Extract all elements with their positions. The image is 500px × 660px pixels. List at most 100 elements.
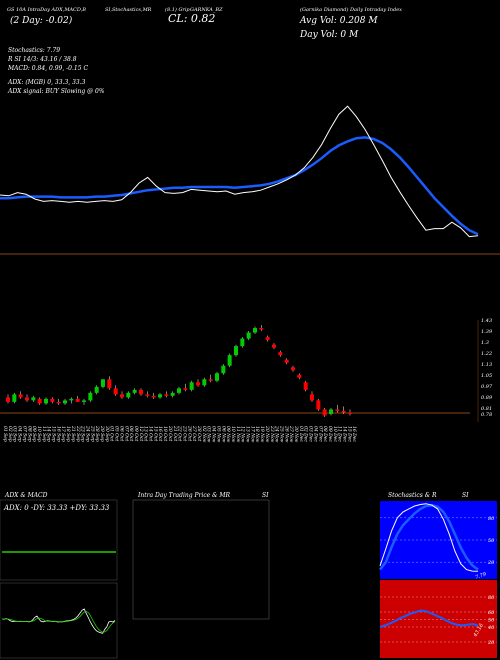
price-tick-label: 1.43 — [481, 318, 492, 324]
candle — [69, 397, 74, 404]
candle-body — [253, 328, 257, 333]
candle-body — [322, 409, 327, 416]
candle-body — [151, 395, 156, 398]
date-tick-label: 18 Nov — [254, 426, 260, 443]
stochastics-gridlines: 80 50 20 — [380, 516, 497, 566]
date-tick-label: 06 Oct — [118, 426, 124, 441]
price-axis-ticks: 1.43 1.39 1.3 1.22 1.13 1.05 0.97 0.89 0.810.78 — [481, 318, 493, 418]
candle-body — [196, 382, 200, 386]
date-tick-label: 30 Nov — [293, 426, 299, 443]
candle-body — [170, 392, 175, 396]
date-tick-label: 24 Sep — [84, 425, 90, 442]
macd-signal-line — [1, 610, 116, 633]
stochastics-value: Stochastics: 7.79 — [8, 47, 61, 54]
rsi-tick-label: 80 — [488, 595, 495, 601]
date-tick-label: 26 Oct — [186, 425, 192, 441]
moving-average-lines — [0, 105, 479, 238]
candle — [145, 391, 150, 398]
candle-body — [202, 379, 207, 386]
adx-panel-frame — [0, 499, 118, 581]
candle — [246, 331, 251, 341]
date-tick-label: 11 Sep — [41, 426, 47, 442]
candle-body — [164, 394, 169, 396]
price-tick-label: 1.13 — [481, 362, 492, 368]
date-tick-label: 27 Nov — [288, 425, 294, 443]
candle-body — [158, 394, 162, 398]
candle-body — [234, 346, 238, 356]
date-tick-label: 28 Oct — [196, 425, 202, 441]
date-tick-label: 11 Dec — [337, 426, 343, 442]
candle-body — [310, 394, 314, 401]
date-tick-label: 03 Nov — [206, 426, 212, 443]
adx-panel-label: ADX: 0 -DY: 33.33 +DY: 33.33 — [3, 504, 110, 512]
candle — [107, 376, 112, 390]
candle — [56, 398, 61, 405]
candle-body — [246, 332, 251, 339]
rsi-tick-label: 60 — [488, 610, 495, 616]
date-tick-label: 07 Oct — [123, 426, 129, 441]
candle — [253, 326, 257, 335]
candle-body — [37, 398, 42, 404]
candle — [132, 388, 137, 395]
candle-body — [82, 400, 86, 402]
date-tick-label: 25 Nov — [278, 425, 284, 443]
candle — [215, 371, 219, 383]
close-price-label: CL: 0.82 — [168, 12, 216, 25]
date-tick-label: 16 Dec — [351, 426, 357, 442]
date-tick-label: 10 Sep — [36, 426, 42, 442]
candle — [335, 404, 340, 413]
adx-panel: ADX & MACD ADX: 0 -DY: 33.33 +DY: 33.33 — [0, 492, 118, 659]
header-company: (Garnika Diamond) Daily Intraday Index — [300, 7, 402, 13]
date-tick-label: 01 Dec — [298, 426, 304, 442]
rsi-tick-label: 40 — [487, 625, 495, 631]
date-tick-label: 14 Sep — [46, 426, 52, 442]
date-tick-label: 15 Dec — [346, 426, 352, 442]
candle — [240, 337, 245, 348]
candle-body — [120, 394, 124, 398]
date-tick-label: 08 Dec — [322, 426, 328, 442]
candle-body — [75, 398, 80, 402]
adx-panel-title: ADX & MACD — [4, 492, 48, 499]
candle-body — [297, 374, 302, 378]
intraday-panel: Intra Day Trading Price & MR SI — [132, 492, 270, 620]
candle — [12, 392, 17, 404]
adx-signal: ADX signal: BUY Slowing @ 0% — [8, 88, 105, 95]
candle-body — [177, 388, 181, 393]
date-tick-label: 03 Dec — [308, 426, 314, 442]
candle-body — [50, 398, 55, 402]
date-tick-label: 15 Oct — [152, 426, 158, 441]
date-tick-label: 18 Sep — [65, 426, 71, 442]
candle-body — [189, 382, 194, 390]
candlestick-series — [6, 325, 352, 417]
date-tick-label: 12 Nov — [240, 426, 246, 443]
candle-body — [291, 367, 295, 371]
candle-body — [284, 359, 289, 363]
date-tick-label: 10 Nov — [230, 426, 236, 443]
candle — [183, 383, 188, 392]
rsi-tick-label: 50 — [488, 618, 495, 624]
date-tick-label: 19 Oct — [162, 426, 168, 441]
si-value: R SI 14/3: 43.16 / 38.8 — [8, 56, 77, 63]
candle-body — [63, 400, 67, 404]
candle-body — [113, 388, 118, 395]
candle — [164, 391, 169, 398]
date-tick-label: 23 Oct — [181, 425, 187, 441]
date-tick-label: 25 Sep — [89, 425, 95, 442]
rsi-line — [379, 609, 479, 628]
candle — [310, 391, 314, 402]
intraday-panel-title-right: SI — [262, 492, 269, 499]
date-tick-label: 09 Dec — [327, 426, 333, 442]
candle — [272, 343, 276, 350]
candle — [322, 407, 327, 417]
date-tick-label: 23 Sep — [80, 425, 86, 442]
candle-body — [208, 379, 213, 381]
day-change-label: (2 Day: -0.02) — [10, 16, 73, 26]
date-tick-label: 16 Sep — [55, 426, 61, 442]
date-tick-label: 06 Nov — [220, 426, 226, 443]
candle-body — [94, 386, 99, 393]
intraday-panel-frame — [132, 499, 270, 620]
price-tick-label: 0.97 — [481, 384, 493, 390]
date-tick-label: 09 Sep — [31, 426, 37, 442]
candle — [101, 379, 105, 389]
date-tick-label: 21 Sep — [70, 425, 76, 442]
